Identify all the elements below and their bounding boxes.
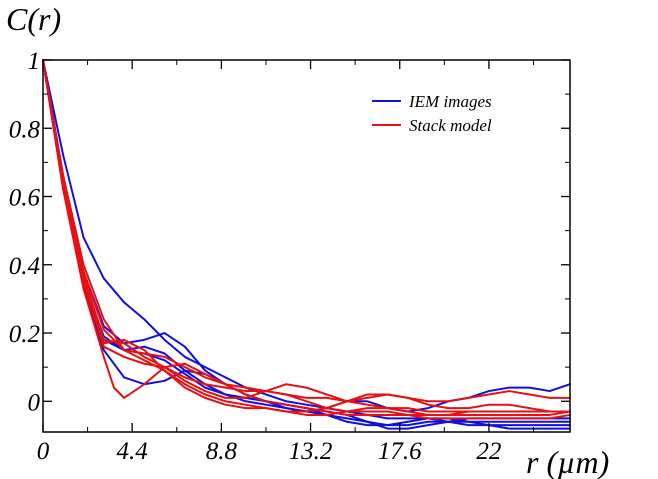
legend-label-stack: Stack model [409, 116, 492, 135]
plot-frame [42, 59, 571, 433]
x-tick-label-1: 4.4 [117, 438, 148, 465]
x-tick-label-3: 13.2 [289, 438, 333, 465]
x-axis-title: r (µm) [526, 444, 609, 479]
y-axis-title: C(r) [6, 1, 61, 37]
y-tick-label-4: 0.8 [9, 116, 41, 143]
stack-series-line-10 [42, 59, 571, 416]
x-tick-label-2: 8.8 [206, 438, 238, 465]
y-tick-label-1: 0.2 [9, 321, 40, 348]
y-tick-label-3: 0.6 [9, 185, 41, 212]
y-tick-label-2: 0.4 [9, 253, 40, 280]
tick-layer [42, 59, 570, 432]
iem-series-line-0 [42, 59, 571, 423]
stack-series-line-5 [42, 59, 571, 416]
series-layer [42, 59, 571, 430]
stack-series-line-6 [42, 59, 571, 420]
x-tick-label-5: 22 [476, 438, 501, 465]
y-tick-label-0: 0 [28, 389, 41, 416]
x-tick-label-4: 17.6 [378, 438, 422, 465]
tick-label-layer: 0 4.4 8.8 13.2 17.6 22 0 0.2 0.4 0.6 0.8 1 [9, 48, 502, 465]
legend: IEM images Stack model [372, 92, 492, 135]
stack-series-line-7 [42, 59, 571, 413]
stack-series-line-9 [42, 59, 571, 413]
y-tick-label-5: 1 [28, 48, 41, 75]
legend-label-iem: IEM images [408, 92, 492, 111]
x-tick-label-0: 0 [37, 438, 50, 465]
